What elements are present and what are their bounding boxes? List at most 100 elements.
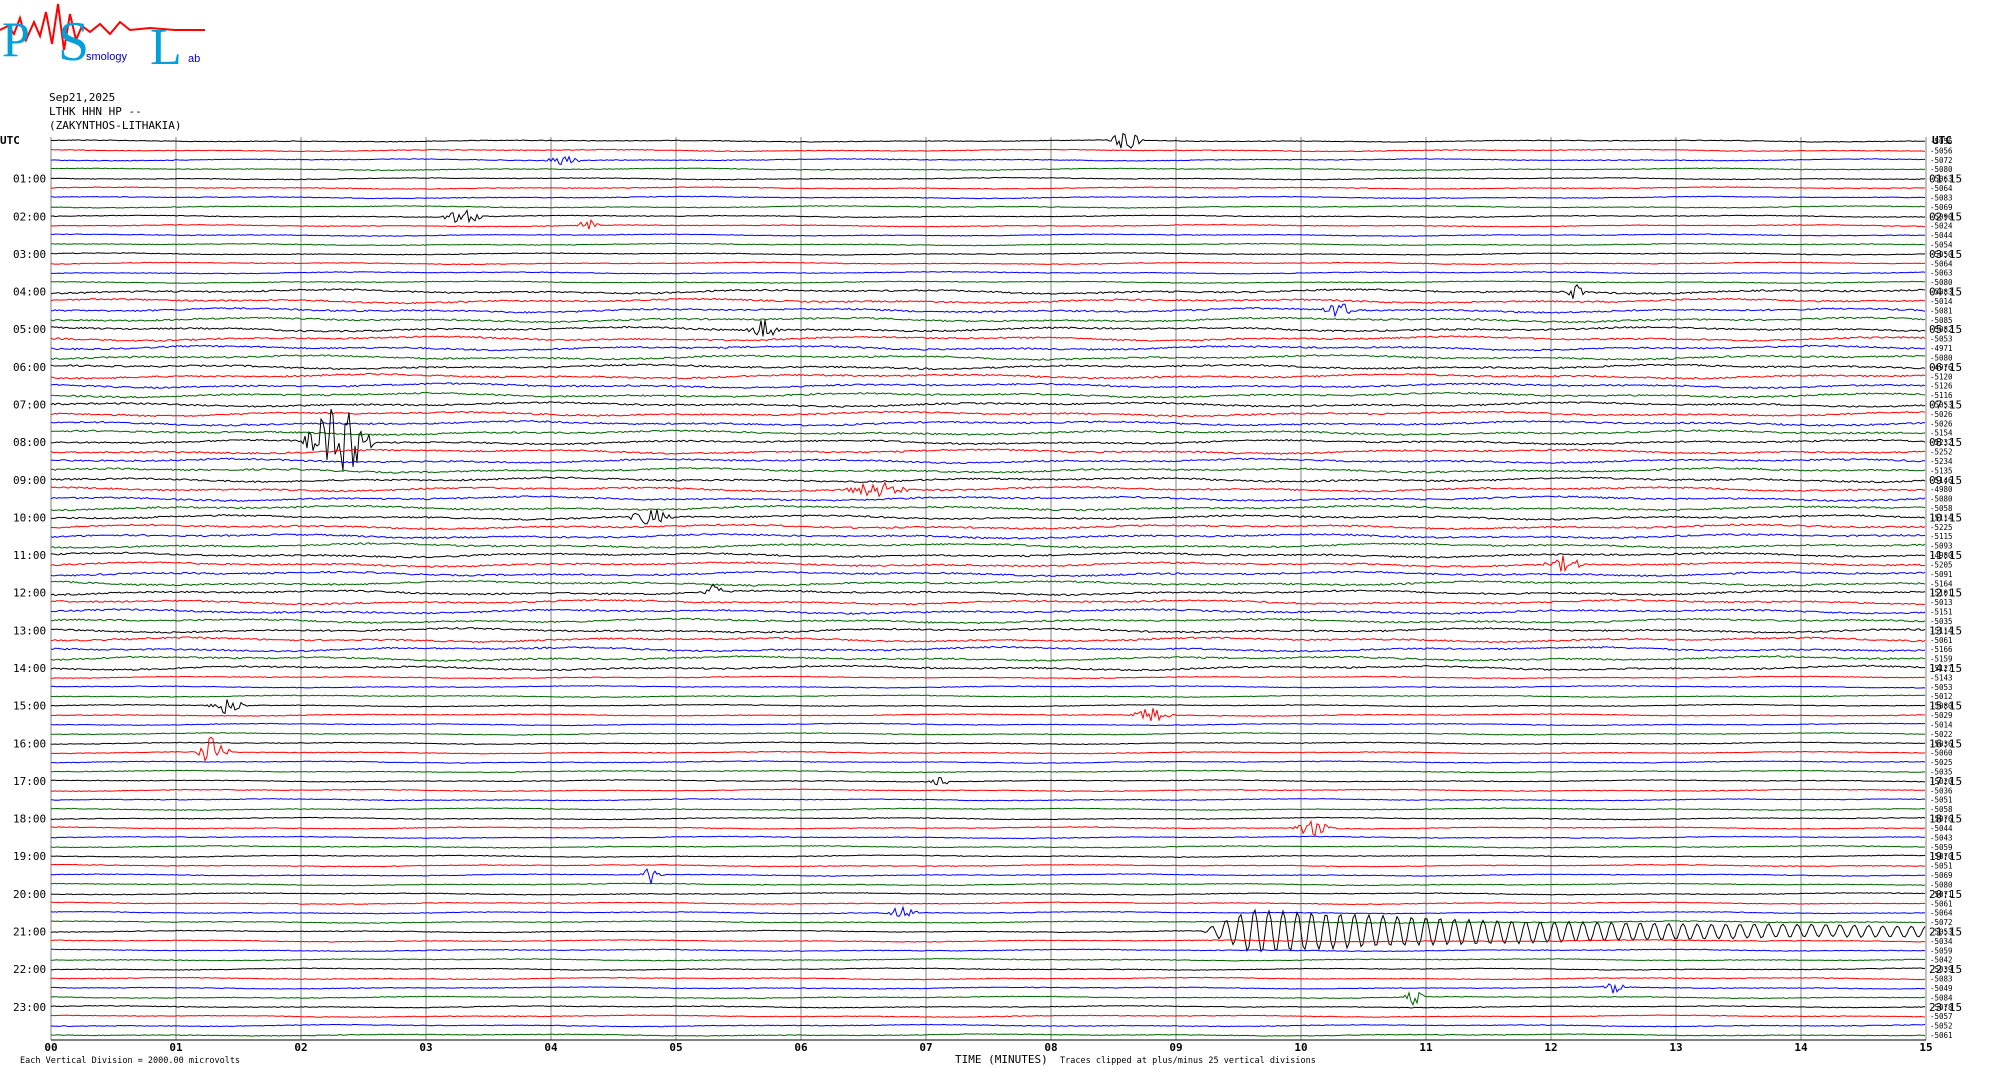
hour-label-right: 13:15: [1929, 624, 1962, 637]
trace-offset-label: -5114: [1930, 513, 1953, 522]
seismic-trace: [50, 617, 1926, 625]
trace-offset-label: -5026: [1930, 419, 1953, 428]
trace-offset-label: -5012: [1930, 692, 1953, 701]
hour-label-left: 23:00: [13, 1001, 46, 1014]
seismic-trace: [50, 297, 1925, 305]
trace-offset-label: -5064: [1930, 259, 1953, 268]
trace-offset-label: -5080: [1930, 702, 1953, 711]
seismic-trace: [50, 167, 1926, 172]
location-label: (ZAKYNTHOS-LITHAKIA): [49, 119, 182, 132]
trace-offset-label: -5084: [1930, 993, 1953, 1002]
trace-offset-label: -5043: [1930, 833, 1953, 842]
hour-label-right: 11:15: [1929, 549, 1962, 562]
trace-offset-label: -5039: [1930, 965, 1953, 974]
hour-label-right: 12:15: [1929, 587, 1962, 600]
trace-offset-label: -5080: [1930, 353, 1953, 362]
hour-label-right: 16:15: [1929, 737, 1962, 750]
seismic-trace: [50, 882, 1926, 887]
hour-label-right: 22:15: [1929, 963, 1962, 976]
minute-tick-label: 07: [919, 1041, 932, 1054]
trace-offset-label: -5024: [1930, 222, 1953, 231]
minute-tick-label: 04: [544, 1041, 558, 1054]
seismic-trace: [50, 476, 1926, 484]
seismic-trace: [50, 699, 1926, 715]
hour-label-left: 10:00: [13, 511, 46, 524]
trace-offset-label: -5025: [1930, 758, 1953, 767]
clip-note: Traces clipped at plus/minus 25 vertical…: [1060, 1056, 1316, 1066]
seismic-trace: [50, 155, 1926, 166]
trace-offset-label: -5151: [1930, 608, 1953, 617]
seismic-trace: [50, 504, 1926, 512]
trace-offset-label: -5070: [1930, 852, 1953, 861]
trace-offset-label: -5029: [1930, 711, 1953, 720]
seismic-trace: [50, 776, 1926, 786]
trace-offset-label: -5082: [1930, 325, 1953, 334]
hour-label-left: 12:00: [13, 587, 46, 600]
trace-offset-label: -5049: [1930, 984, 1953, 993]
seismic-trace: [50, 1004, 1925, 1009]
trace-offset-label: -5026: [1930, 410, 1953, 419]
hour-label-right: 14:15: [1929, 662, 1962, 675]
seismic-trace: [51, 280, 1926, 284]
trace-offset-label: -5076: [1930, 815, 1953, 824]
hour-label-left: 09:00: [13, 474, 46, 487]
seismic-trace: [50, 844, 1926, 849]
trace-offset-label: -5064: [1930, 184, 1953, 193]
seismic-trace: [50, 542, 1926, 549]
hour-label-left: 17:00: [13, 775, 46, 788]
minute-tick-label: 13: [1669, 1041, 1682, 1054]
seismic-trace: [50, 495, 1926, 502]
hour-label-right: 17:15: [1929, 775, 1962, 788]
logo-seismic-line: [0, 3, 205, 51]
seismic-trace: [50, 319, 1926, 337]
seismic-trace: [50, 570, 1926, 578]
trace-offset-label: -5014: [1930, 297, 1953, 306]
seismic-trace: [50, 148, 1926, 153]
trace-offset-label: -5050: [1930, 250, 1953, 259]
seismic-trace: [50, 788, 1925, 793]
seismic-trace: [50, 816, 1926, 821]
seismic-trace: [50, 957, 1926, 962]
seismic-trace: [51, 675, 1926, 680]
hour-label-right: 09:15: [1929, 474, 1962, 487]
hour-label-left: 08:00: [13, 436, 46, 449]
hour-label-right: 06:15: [1929, 361, 1962, 374]
seismic-trace: [50, 551, 1926, 559]
hour-label-left: 02:00: [13, 210, 46, 223]
seismic-trace: [50, 868, 1926, 884]
seismic-trace: [50, 819, 1926, 837]
trace-offset-label: -5159: [1930, 655, 1953, 664]
seismic-trace: [51, 303, 1926, 318]
seismic-trace: [50, 983, 1926, 994]
seismic-trace: [50, 195, 1926, 200]
trace-offset-label: -5020: [1930, 777, 1953, 786]
minute-tick-label: 05: [669, 1041, 682, 1054]
seismic-trace: [50, 261, 1926, 266]
seismic-trace: [50, 481, 1926, 498]
seismic-trace: [50, 466, 1926, 474]
seismic-trace: [50, 939, 1926, 943]
trace-offset-label: -5083: [1930, 975, 1953, 984]
seismic-trace: [50, 401, 1926, 408]
trace-offset-label: -5080: [1930, 880, 1953, 889]
seismic-trace: [50, 736, 1926, 763]
trace-offset-label: -5036: [1930, 786, 1953, 795]
trace-offset-label: -5057: [1930, 1012, 1953, 1021]
seismic-trace: [50, 363, 1926, 371]
trace-offset-label: -5058: [1930, 805, 1953, 814]
trace-offset-label: -5054: [1930, 241, 1953, 250]
trace-offset-label: -5053: [1930, 683, 1953, 692]
trace-offset-label: -5083: [1930, 193, 1953, 202]
trace-offset-label: -5060: [1930, 749, 1953, 758]
seismic-trace: [50, 429, 1926, 437]
logo-letter-l: L: [150, 19, 182, 70]
trace-offset-label: -5225: [1930, 523, 1953, 532]
trace-offset-label: -5090: [1930, 212, 1953, 221]
seismic-trace: [50, 908, 1926, 953]
trace-offset-label: -5080: [1930, 495, 1953, 504]
seismic-trace: [50, 457, 1926, 465]
trace-offset-label: -5053: [1930, 927, 1953, 936]
trace-offset-label: -5014: [1930, 720, 1953, 729]
trace-offset-label: -5069: [1930, 871, 1953, 880]
